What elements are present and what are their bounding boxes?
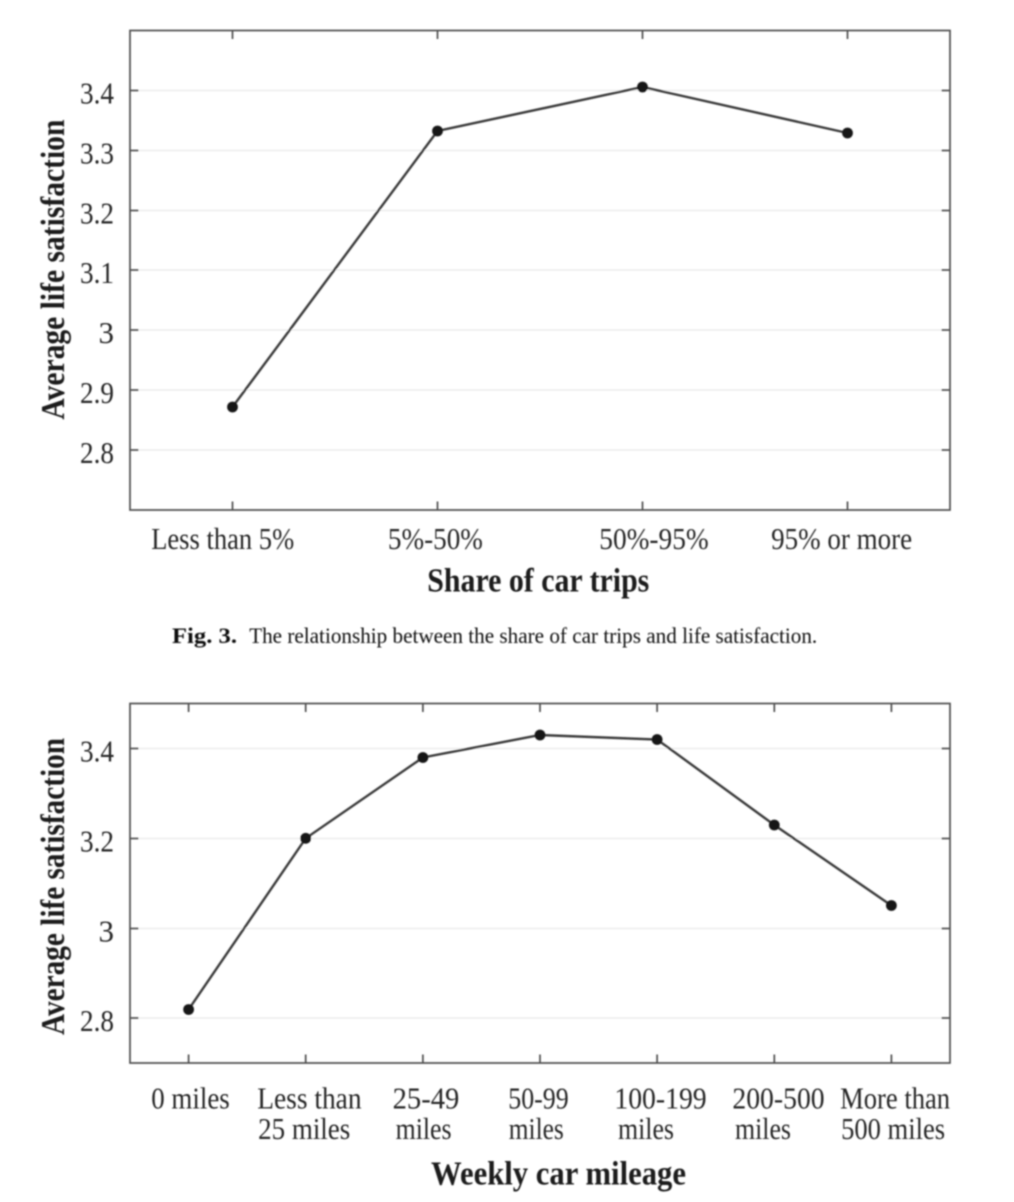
svg-text:500 miles: 500 miles — [841, 1111, 945, 1146]
svg-text:50-99: 50-99 — [508, 1080, 568, 1115]
svg-text:3.4: 3.4 — [80, 734, 114, 769]
svg-text:25 miles: 25 miles — [258, 1111, 350, 1146]
svg-text:Weekly car mileage: Weekly car mileage — [431, 1156, 686, 1193]
svg-text:2.9: 2.9 — [80, 375, 114, 410]
svg-text:miles: miles — [396, 1111, 452, 1146]
svg-text:2.8: 2.8 — [80, 435, 114, 470]
svg-text:More than: More than — [840, 1080, 950, 1115]
svg-text:3.3: 3.3 — [80, 136, 114, 171]
svg-text:200-500: 200-500 — [732, 1080, 824, 1115]
svg-text:100-199: 100-199 — [614, 1080, 706, 1115]
svg-text:2.8: 2.8 — [80, 1003, 114, 1038]
svg-text:Less than 5%: Less than 5% — [151, 521, 294, 556]
svg-text:25-49: 25-49 — [393, 1080, 460, 1115]
svg-text:5%-50%: 5%-50% — [388, 521, 483, 556]
svg-text:Less than: Less than — [257, 1080, 362, 1115]
svg-text:Share of car trips: Share of car trips — [427, 563, 649, 600]
svg-text:3: 3 — [99, 914, 115, 949]
svg-text:3: 3 — [99, 315, 115, 350]
svg-text:95% or more: 95% or more — [771, 521, 912, 556]
svg-text:3.1: 3.1 — [80, 255, 114, 290]
svg-text:The relationship between the s: The relationship between the share of ca… — [249, 623, 817, 648]
svg-text:Fig. 3.: Fig. 3. — [172, 623, 237, 648]
svg-text:3.2: 3.2 — [80, 196, 114, 231]
svg-text:miles: miles — [509, 1111, 564, 1146]
svg-text:Average life satisfaction: Average life satisfaction — [35, 120, 72, 420]
svg-text:Average life satisfaction: Average life satisfaction — [35, 738, 72, 1035]
svg-text:0 miles: 0 miles — [151, 1080, 230, 1115]
svg-text:3.4: 3.4 — [80, 76, 114, 111]
svg-text:50%-95%: 50%-95% — [599, 521, 709, 556]
svg-text:miles: miles — [735, 1111, 791, 1146]
svg-text:miles: miles — [618, 1111, 674, 1146]
svg-text:3.2: 3.2 — [80, 824, 114, 859]
